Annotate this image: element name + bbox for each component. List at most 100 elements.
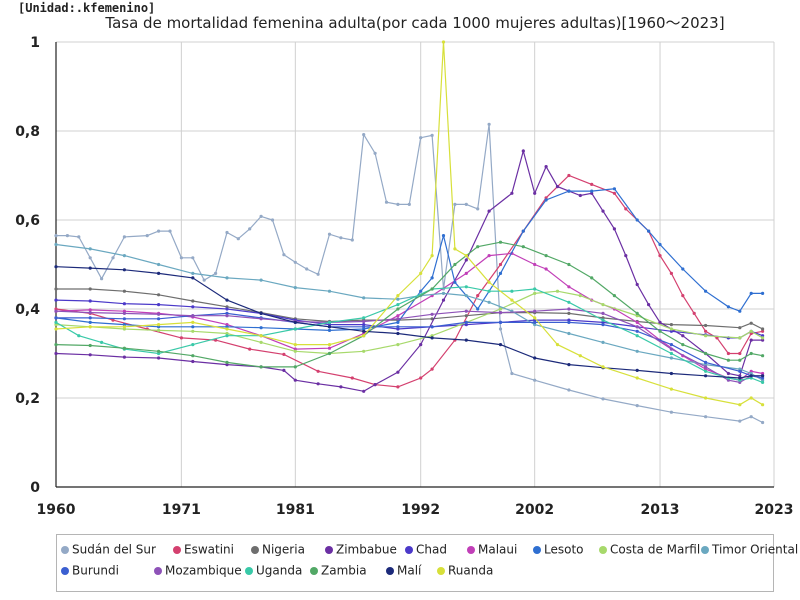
- data-point: [738, 378, 742, 382]
- data-point: [612, 227, 617, 231]
- data-point: [704, 329, 708, 333]
- data-point: [122, 302, 126, 306]
- data-point: [191, 271, 195, 275]
- data-point: [464, 254, 468, 258]
- data-point: [669, 351, 674, 356]
- data-point: [362, 334, 366, 338]
- data-point: [259, 214, 263, 218]
- data-point: [510, 298, 514, 302]
- legend-item[interactable]: Mozambique: [154, 563, 242, 578]
- data-point: [601, 397, 605, 401]
- data-point: [157, 356, 161, 360]
- data-point: [430, 254, 434, 258]
- data-point: [88, 287, 92, 291]
- legend-item[interactable]: Zambia: [310, 563, 367, 578]
- legend-item[interactable]: Uganda: [245, 563, 302, 578]
- legend-item[interactable]: Ruanda: [437, 563, 493, 578]
- legend-marker: [61, 566, 69, 575]
- data-point: [293, 286, 297, 290]
- data-point: [704, 365, 708, 369]
- data-point: [635, 314, 639, 318]
- data-point: [88, 343, 92, 348]
- legend-label: Zambia: [321, 563, 367, 578]
- legend-item[interactable]: Chad: [405, 542, 447, 557]
- data-point: [704, 374, 708, 378]
- data-point: [259, 278, 263, 282]
- data-point: [704, 415, 708, 419]
- data-point: [430, 336, 434, 340]
- data-point: [498, 327, 503, 331]
- series-line: [55, 243, 763, 381]
- data-point: [669, 343, 674, 347]
- data-point: [122, 327, 126, 331]
- data-point: [225, 363, 229, 367]
- data-point: [567, 311, 571, 315]
- legend-item[interactable]: Timor Oriental: [701, 542, 798, 557]
- data-point: [533, 323, 537, 327]
- legend-item[interactable]: Malaui: [467, 542, 517, 557]
- data-point: [111, 318, 115, 322]
- series-line: [55, 290, 763, 355]
- data-point: [430, 276, 434, 280]
- data-point: [248, 227, 252, 231]
- data-point: [681, 343, 685, 347]
- data-point: [567, 300, 571, 304]
- legend-marker: [251, 545, 259, 554]
- x-tick-label: 2023: [755, 502, 794, 518]
- data-point: [419, 136, 423, 140]
- data-point: [669, 323, 674, 327]
- data-point: [521, 245, 525, 249]
- data-point: [590, 182, 594, 186]
- data-point: [225, 334, 229, 338]
- legend-item[interactable]: Burundi: [61, 563, 119, 578]
- data-point: [567, 307, 571, 311]
- data-point: [270, 218, 275, 222]
- data-point: [635, 325, 639, 329]
- data-point: [749, 415, 753, 419]
- data-point: [567, 320, 571, 324]
- data-point: [704, 289, 708, 293]
- data-point: [681, 267, 685, 271]
- data-point: [544, 254, 548, 258]
- data-point: [624, 254, 628, 258]
- data-point: [749, 374, 753, 378]
- data-point: [122, 289, 126, 293]
- data-point: [521, 229, 525, 233]
- legend-item[interactable]: Zimbabue: [325, 542, 397, 557]
- data-point: [430, 312, 434, 316]
- legend-item[interactable]: Costa de Marfil: [599, 542, 700, 557]
- legend-label: Costa de Marfil: [610, 542, 701, 557]
- data-point: [225, 307, 229, 311]
- legend-item[interactable]: Malí: [386, 563, 421, 578]
- legend-item[interactable]: Eswatini: [173, 542, 234, 557]
- legend-item[interactable]: Sudán del Sur: [61, 542, 156, 557]
- data-point: [612, 187, 617, 191]
- series-9: [54, 311, 765, 380]
- legend-label: Nigeria: [262, 542, 305, 557]
- data-point: [54, 307, 58, 311]
- data-point: [293, 320, 297, 324]
- data-point: [567, 318, 571, 322]
- data-point: [635, 218, 639, 222]
- data-point: [464, 323, 468, 327]
- legend-item[interactable]: Nigeria: [251, 542, 305, 557]
- data-point: [54, 343, 58, 347]
- data-point: [761, 374, 765, 378]
- series-0: [54, 122, 765, 425]
- data-point: [225, 276, 229, 280]
- data-point: [54, 327, 58, 331]
- data-point: [54, 316, 58, 320]
- data-point: [761, 420, 765, 425]
- data-point: [430, 287, 434, 291]
- data-point: [521, 149, 525, 153]
- data-point: [498, 320, 503, 324]
- data-point: [635, 311, 639, 315]
- data-point: [316, 382, 320, 386]
- axis-ticks: 0 0,2 0,4 0,6 0,8 1 1960 1971 1981 1992 2002 2013 20…: [15, 35, 793, 518]
- legend-item[interactable]: Lesoto: [533, 542, 584, 557]
- data-point: [669, 410, 674, 414]
- data-point: [533, 378, 537, 382]
- data-point: [396, 370, 400, 374]
- data-point: [396, 331, 400, 336]
- legend: Sudán del Sur Eswatini Nigeria Zimbabue Chad…: [56, 534, 798, 592]
